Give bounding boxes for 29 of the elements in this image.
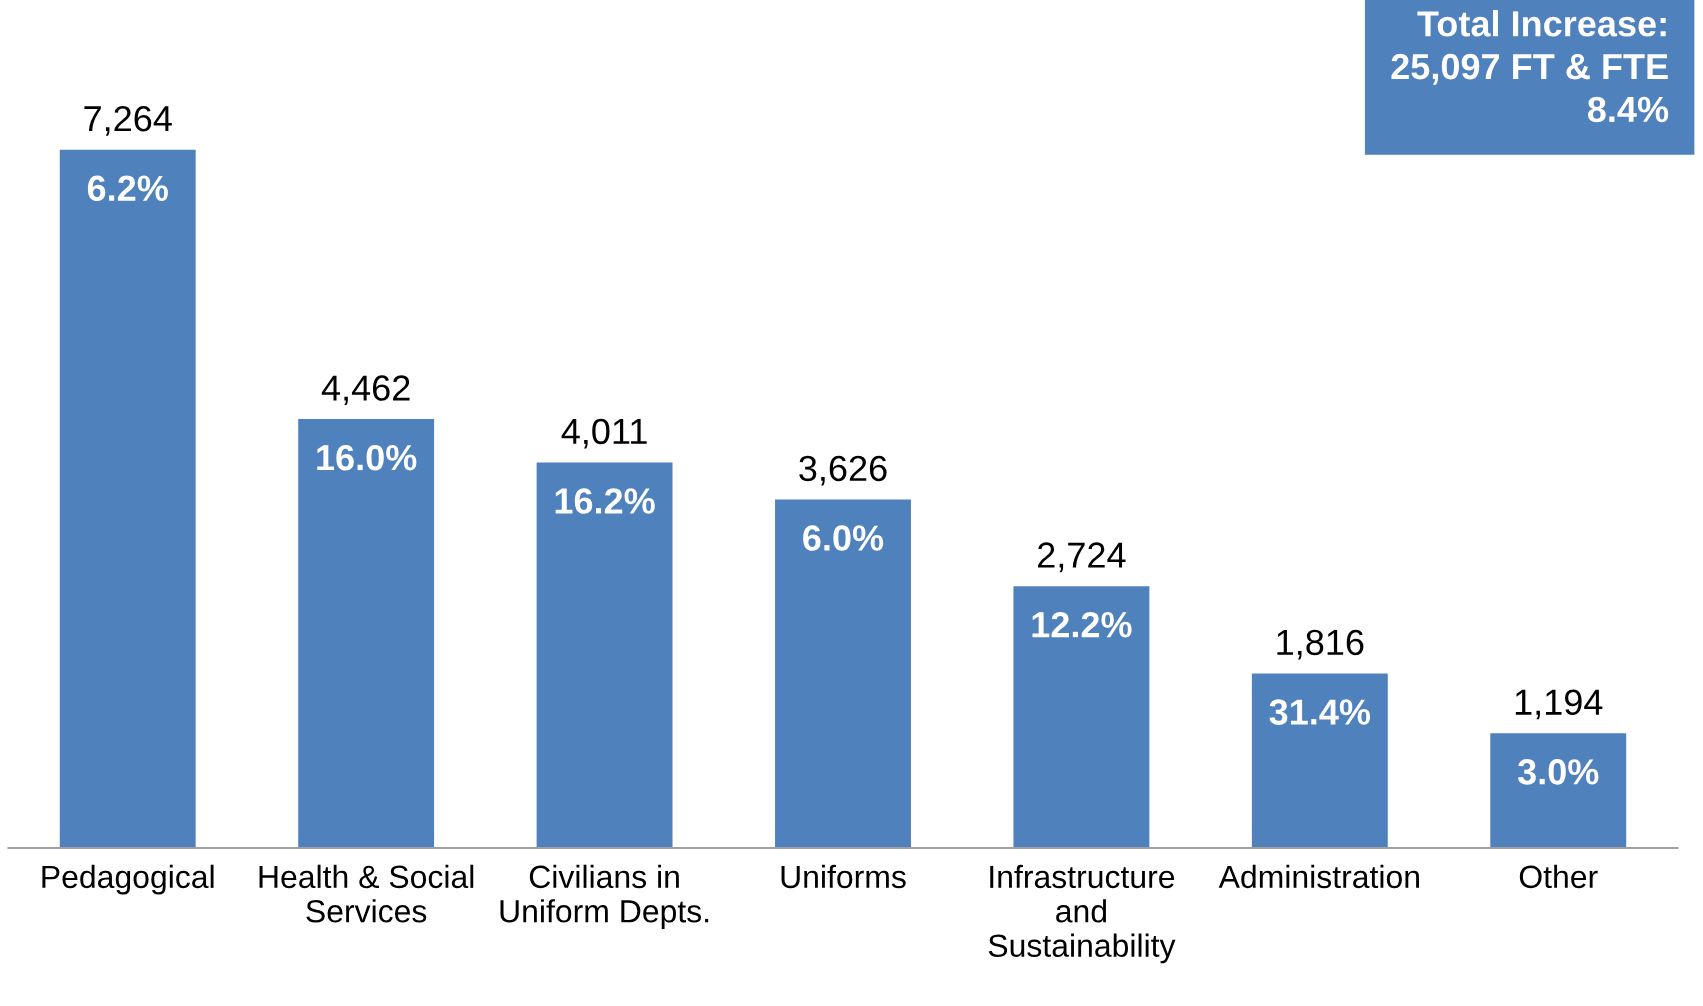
annotation: 3.0% bbox=[1517, 759, 1599, 785]
data-label: 7,264 bbox=[84, 105, 172, 136]
x-tick-label: Civilians in Uniform Depts. bbox=[500, 864, 709, 929]
annotation: 6.2% bbox=[87, 175, 168, 202]
bar bbox=[1251, 673, 1388, 849]
data-label: 3,626 bbox=[799, 455, 887, 486]
x-tick-label: Administration bbox=[1218, 864, 1419, 889]
data-label: 2,724 bbox=[1038, 542, 1126, 573]
data-label: 4,462 bbox=[321, 375, 410, 406]
bar bbox=[536, 462, 673, 849]
annotation: 6.0% bbox=[803, 525, 884, 551]
data-label: 4,011 bbox=[561, 418, 647, 449]
bar bbox=[59, 149, 196, 849]
text: Total Increase: 25,097 FT & FTE 8.4% bbox=[1391, 10, 1669, 123]
x-tick-label: Health & Social Services bbox=[259, 864, 474, 923]
x-tick-label: Uniforms bbox=[781, 864, 906, 889]
bar bbox=[1013, 586, 1150, 849]
x-tick-label: Infrastructure and Sustainability bbox=[988, 864, 1176, 964]
data-label: 1,816 bbox=[1277, 629, 1364, 660]
bar bbox=[298, 419, 435, 849]
x-tick-label: Other bbox=[1519, 864, 1598, 889]
annotation: 12.2% bbox=[1032, 611, 1132, 638]
bar bbox=[1490, 733, 1627, 849]
annotation: 16.0% bbox=[317, 444, 417, 471]
x-tick-label: Pedagogical bbox=[42, 864, 214, 895]
annotation: 31.4% bbox=[1269, 699, 1371, 725]
bar bbox=[775, 499, 911, 849]
data-label: 1,194 bbox=[1515, 689, 1603, 720]
annotation: 16.2% bbox=[555, 488, 655, 514]
